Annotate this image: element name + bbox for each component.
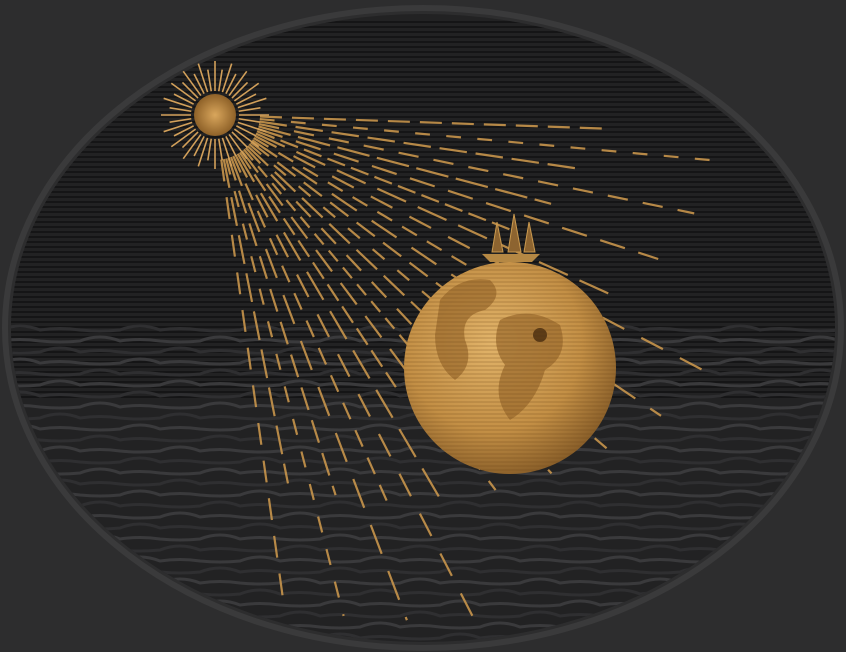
sun-spike [207, 69, 213, 92]
wave-line [11, 500, 835, 509]
light-ray [232, 155, 388, 501]
sun-spike [197, 137, 209, 167]
continent [435, 279, 497, 380]
sun-spike [233, 128, 260, 148]
sun-spike [173, 93, 194, 105]
wave-line [11, 522, 835, 531]
sun-spike [169, 107, 192, 113]
sun-spike [237, 121, 267, 133]
sun-spike [197, 63, 209, 93]
light-ray [253, 137, 576, 331]
sun-spike [217, 69, 223, 92]
sun-spike [163, 97, 193, 109]
light-ray [225, 158, 345, 617]
light-ray [236, 153, 442, 500]
sun-spike [193, 73, 205, 94]
light-ray [256, 130, 518, 234]
ship [482, 213, 540, 262]
wave-line [11, 445, 835, 454]
light-ray [238, 151, 397, 388]
sun [161, 61, 269, 169]
sun-spike [225, 136, 237, 157]
sun-spike [170, 82, 197, 102]
sun-spike [231, 81, 249, 99]
wave-line [11, 467, 835, 476]
sun-spike [238, 107, 261, 113]
light-ray [258, 125, 552, 205]
light-ray [259, 120, 582, 171]
light-ray [250, 141, 532, 356]
sun-spike [221, 137, 233, 167]
sun-spike [181, 131, 199, 149]
sun-spike [233, 82, 260, 102]
sun-spike [237, 97, 267, 109]
wave-line [11, 456, 835, 465]
sun-disc [194, 94, 236, 136]
sun-spike [181, 81, 199, 99]
sun-spike [217, 138, 223, 161]
sun-spike [221, 63, 233, 93]
ship-sails [491, 213, 536, 253]
wave-line [11, 489, 835, 498]
sun-spike [173, 125, 194, 137]
sun-spike [236, 125, 257, 137]
light-ray [257, 127, 659, 261]
sun-spike [182, 133, 202, 160]
light-ray [222, 158, 290, 484]
sun-spike [163, 121, 193, 133]
ship-hull [482, 254, 540, 262]
light-ray [229, 156, 408, 621]
sun-spike [170, 128, 197, 148]
light-ray [259, 115, 609, 130]
sun-spike [231, 131, 249, 149]
light-ray [258, 122, 695, 215]
sun-spike [182, 70, 202, 97]
sun-spike [193, 136, 205, 157]
sun-spike [236, 93, 257, 105]
light-ray [227, 157, 337, 496]
wave-line [11, 511, 835, 520]
sun-spike [207, 138, 213, 161]
sun-spike [225, 73, 237, 94]
continent [496, 313, 563, 420]
wave-line [11, 478, 835, 487]
light-ray [255, 132, 619, 299]
oval-border [2, 5, 844, 651]
sun-spike [238, 117, 261, 123]
globe-spot [533, 328, 547, 342]
globe [404, 262, 616, 474]
sun-spike [169, 117, 192, 123]
sun-spike [228, 70, 248, 97]
globe-hatching [404, 265, 616, 471]
sun-spike [228, 133, 248, 160]
